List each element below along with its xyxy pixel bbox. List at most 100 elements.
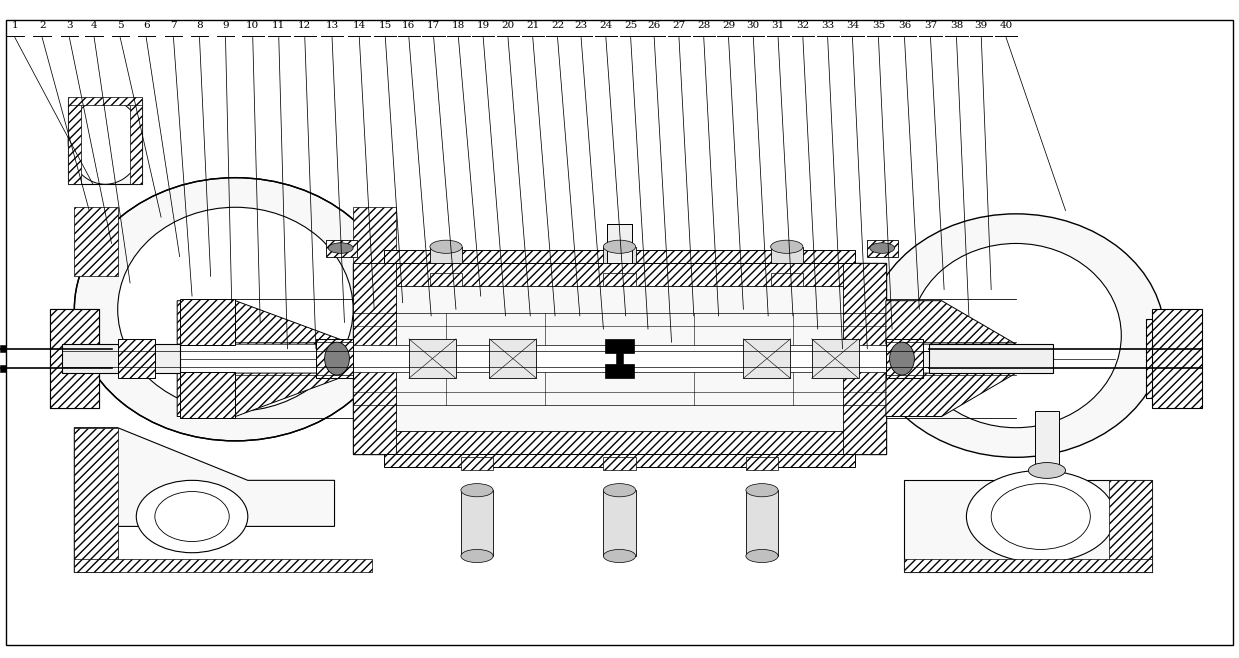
Bar xyxy=(353,345,886,372)
Bar xyxy=(1035,411,1059,470)
Bar xyxy=(771,247,803,263)
Text: 20: 20 xyxy=(502,20,514,30)
Bar xyxy=(353,263,886,286)
Text: 12: 12 xyxy=(299,20,311,30)
Text: 26: 26 xyxy=(648,20,660,30)
Bar xyxy=(605,364,634,378)
Bar xyxy=(812,339,859,378)
Bar xyxy=(746,490,778,556)
Text: 1: 1 xyxy=(11,20,19,30)
Polygon shape xyxy=(904,480,1152,572)
Text: 14: 14 xyxy=(353,20,366,30)
Bar xyxy=(353,431,886,454)
Bar xyxy=(743,339,790,378)
Text: 25: 25 xyxy=(624,20,637,30)
Bar xyxy=(74,428,118,572)
Bar xyxy=(130,99,142,184)
Text: 8: 8 xyxy=(196,20,203,30)
Ellipse shape xyxy=(746,549,778,563)
Bar xyxy=(353,263,396,454)
Bar xyxy=(886,339,923,378)
Text: 30: 30 xyxy=(747,20,760,30)
Ellipse shape xyxy=(328,243,353,253)
Text: 31: 31 xyxy=(772,20,784,30)
Text: 35: 35 xyxy=(872,20,885,30)
Bar xyxy=(409,339,456,378)
Polygon shape xyxy=(177,373,353,417)
Bar xyxy=(384,250,855,263)
Ellipse shape xyxy=(867,214,1165,457)
Bar xyxy=(461,490,493,556)
Text: 40: 40 xyxy=(1000,20,1012,30)
Text: 28: 28 xyxy=(698,20,710,30)
Text: 33: 33 xyxy=(821,20,834,30)
Bar xyxy=(620,351,929,367)
Text: 11: 11 xyxy=(273,20,285,30)
Ellipse shape xyxy=(966,470,1115,563)
Text: 27: 27 xyxy=(673,20,685,30)
Ellipse shape xyxy=(1028,463,1066,478)
Text: 4: 4 xyxy=(90,20,98,30)
Polygon shape xyxy=(886,373,1016,417)
Bar xyxy=(326,240,357,257)
Ellipse shape xyxy=(68,99,142,184)
Ellipse shape xyxy=(461,549,493,563)
Bar xyxy=(929,344,1053,373)
Polygon shape xyxy=(886,301,1016,344)
Bar xyxy=(607,224,632,263)
Text: 29: 29 xyxy=(722,20,735,30)
Ellipse shape xyxy=(890,342,914,375)
Polygon shape xyxy=(74,207,118,276)
Bar xyxy=(1109,480,1152,572)
Ellipse shape xyxy=(118,207,353,411)
Bar xyxy=(603,457,636,470)
Ellipse shape xyxy=(430,240,462,253)
Text: 18: 18 xyxy=(452,20,465,30)
Bar xyxy=(68,99,81,184)
Bar xyxy=(605,339,634,353)
Text: 6: 6 xyxy=(142,20,150,30)
Text: 24: 24 xyxy=(600,20,612,30)
Bar xyxy=(74,559,372,572)
Text: 32: 32 xyxy=(797,20,809,30)
Bar xyxy=(489,339,536,378)
Ellipse shape xyxy=(603,484,636,497)
Text: 37: 37 xyxy=(924,20,937,30)
Text: 2: 2 xyxy=(38,20,46,30)
Text: 21: 21 xyxy=(527,20,539,30)
Text: 36: 36 xyxy=(898,20,911,30)
Bar xyxy=(616,353,623,364)
Ellipse shape xyxy=(74,178,396,441)
Bar xyxy=(316,339,353,378)
Text: 16: 16 xyxy=(403,20,415,30)
Bar xyxy=(180,299,235,345)
Ellipse shape xyxy=(771,240,803,253)
Bar xyxy=(50,309,99,408)
Ellipse shape xyxy=(603,549,636,563)
Bar xyxy=(68,99,142,184)
Bar xyxy=(430,273,462,286)
Bar xyxy=(68,97,142,105)
Bar xyxy=(746,457,778,470)
Bar xyxy=(180,372,235,418)
Ellipse shape xyxy=(746,484,778,497)
Ellipse shape xyxy=(603,240,636,253)
Text: 13: 13 xyxy=(326,20,338,30)
Bar xyxy=(118,339,155,378)
Ellipse shape xyxy=(136,480,248,553)
Bar xyxy=(603,273,636,286)
Text: 34: 34 xyxy=(846,20,859,30)
Bar xyxy=(1152,309,1202,408)
Bar xyxy=(603,247,636,263)
Bar xyxy=(603,490,636,556)
Ellipse shape xyxy=(870,243,895,253)
Text: 7: 7 xyxy=(170,20,177,30)
Text: 9: 9 xyxy=(222,20,229,30)
Bar xyxy=(62,344,180,373)
Ellipse shape xyxy=(325,342,349,375)
Bar xyxy=(771,273,803,286)
Text: 3: 3 xyxy=(66,20,73,30)
Text: 39: 39 xyxy=(975,20,987,30)
Ellipse shape xyxy=(991,484,1090,549)
Text: 15: 15 xyxy=(379,20,392,30)
